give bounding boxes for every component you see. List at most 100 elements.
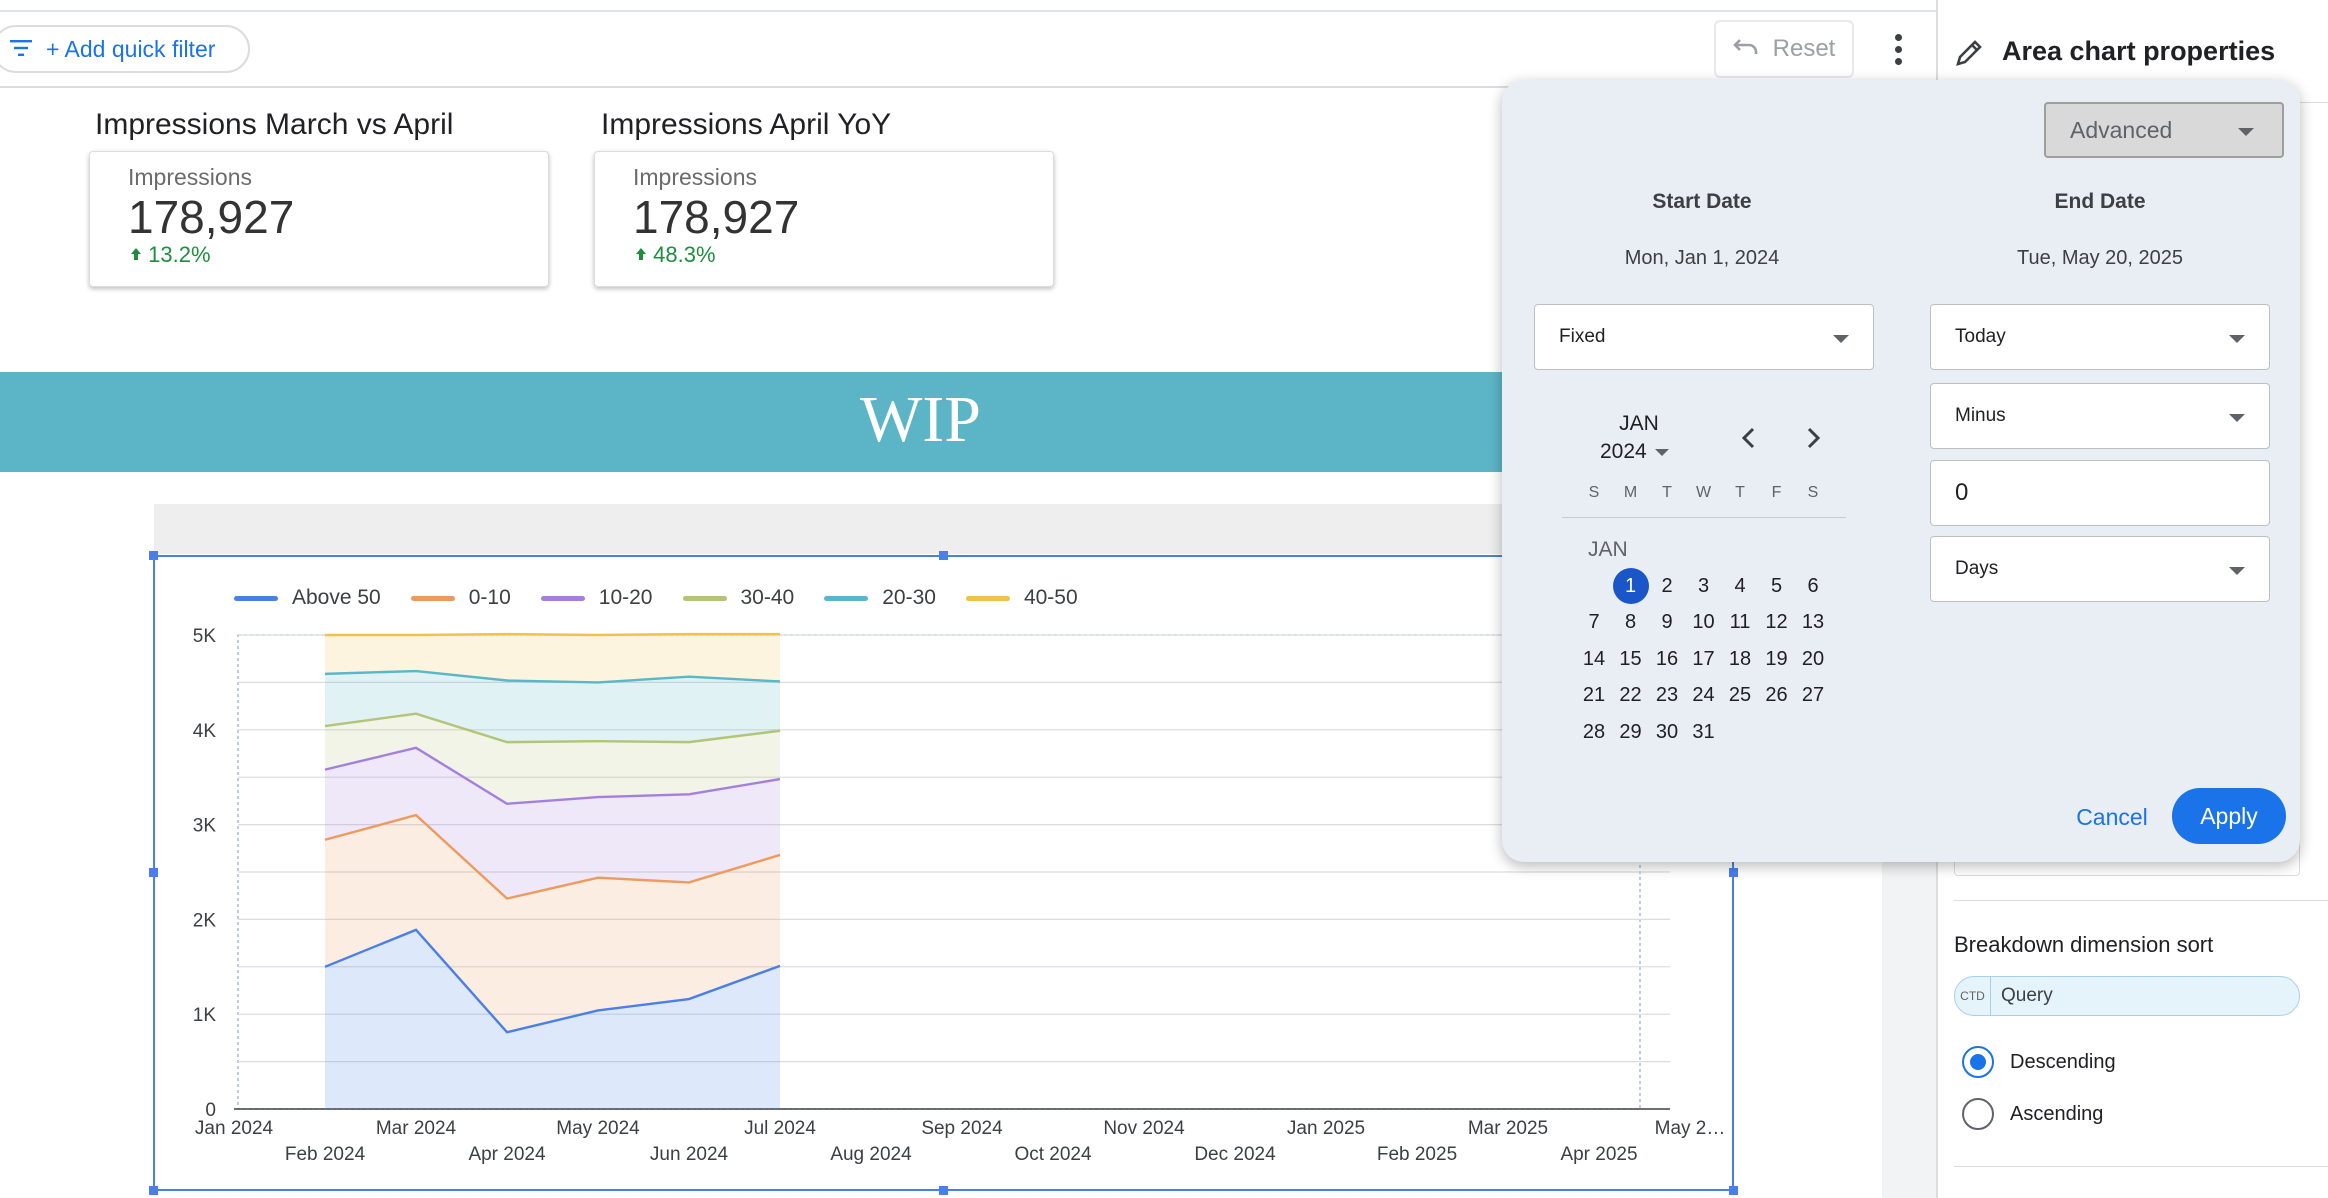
weekday-label: F xyxy=(1771,484,1782,501)
reset-button[interactable]: Reset xyxy=(1714,20,1854,78)
calendar-day[interactable]: 14 xyxy=(1582,647,1606,670)
legend-item[interactable]: 0-10 xyxy=(410,586,511,610)
legend-item[interactable]: Above 50 xyxy=(234,586,381,610)
scorecard[interactable]: Impressions 178,927 48.3% xyxy=(594,151,1054,287)
start-date-type-select[interactable]: Fixed xyxy=(1534,304,1874,370)
weekday-label: M xyxy=(1623,484,1638,501)
legend-swatch xyxy=(965,595,1010,601)
end-date-amount-value: 0 xyxy=(1955,479,1969,506)
x-tick-label: Oct 2024 xyxy=(1014,1144,1092,1165)
calendar-day[interactable]: 11 xyxy=(1729,611,1751,634)
resize-handle[interactable] xyxy=(939,1186,948,1195)
x-tick-label: Jul 2024 xyxy=(744,1118,816,1139)
scorecard-metric-label: Impressions xyxy=(633,164,757,190)
y-tick-label: 0 xyxy=(205,1100,216,1121)
end-date-operator-select[interactable]: Minus xyxy=(1930,383,2270,449)
calendar-day[interactable]: 27 xyxy=(1801,684,1825,707)
calendar-day-selected[interactable]: 1 xyxy=(1612,568,1649,604)
x-tick-label: Apr 2025 xyxy=(1560,1144,1637,1165)
end-date-type-select[interactable]: Today xyxy=(1930,304,2270,370)
end-date-value: Tue, May 20, 2025 xyxy=(2016,247,2184,269)
calendar-day[interactable]: 31 xyxy=(1692,720,1715,743)
weekday-label: S xyxy=(1807,484,1819,501)
calendar-day[interactable]: 29 xyxy=(1619,720,1642,743)
date-mode-dropdown[interactable]: Advanced xyxy=(2044,102,2284,158)
scorecard-delta: 13.2% xyxy=(130,242,211,268)
chevron-left-icon[interactable] xyxy=(1732,421,1766,455)
x-tick-label: Jun 2024 xyxy=(650,1144,729,1165)
apply-button[interactable]: Apply xyxy=(2172,788,2286,844)
chart-legend: Above 50 0-10 10-20 30-40 20-30 40-50 xyxy=(234,586,1078,610)
calendar-day[interactable]: 30 xyxy=(1655,720,1679,743)
y-tick-label: 1K xyxy=(193,1005,217,1026)
legend-item[interactable]: 20-30 xyxy=(824,586,936,610)
calendar-day[interactable]: 17 xyxy=(1692,647,1715,670)
legend-item[interactable]: 10-20 xyxy=(540,586,653,610)
weekday-label: W xyxy=(1695,484,1712,501)
x-tick-label: Jan 2025 xyxy=(1287,1118,1365,1139)
resize-handle[interactable] xyxy=(149,868,158,877)
legend-label: 10-20 xyxy=(598,586,653,609)
wip-banner-text: WIP xyxy=(860,383,981,456)
calendar-day[interactable]: 26 xyxy=(1765,684,1788,707)
top-border xyxy=(0,0,1936,12)
end-date-type-value: Today xyxy=(1955,326,2006,347)
legend-item[interactable]: 30-40 xyxy=(682,586,794,610)
breakdown-dimension-chip[interactable]: CTD Query xyxy=(1954,976,2300,1016)
calendar-day[interactable]: 8 xyxy=(1624,611,1637,634)
y-tick-label: 3K xyxy=(193,816,217,837)
resize-handle[interactable] xyxy=(149,1186,158,1195)
x-tick-label: Aug 2024 xyxy=(830,1144,912,1165)
calendar-day[interactable]: 5 xyxy=(1770,574,1783,597)
calendar-day[interactable]: 4 xyxy=(1734,574,1746,597)
calendar-day[interactable]: 18 xyxy=(1728,647,1752,670)
calendar-day[interactable]: 25 xyxy=(1728,684,1752,707)
calendar-day[interactable]: 24 xyxy=(1692,684,1715,707)
scorecard-title: Impressions April YoY xyxy=(601,108,892,141)
calendar-day[interactable]: 13 xyxy=(1801,611,1825,634)
add-quick-filter-button[interactable]: + Add quick filter xyxy=(0,25,250,73)
end-date-unit-select[interactable]: Days xyxy=(1930,536,2270,602)
legend-item[interactable]: 40-50 xyxy=(965,586,1078,610)
calendar-day[interactable]: 23 xyxy=(1655,684,1679,707)
x-tick-label: Nov 2024 xyxy=(1103,1118,1185,1139)
calendar-day[interactable]: 3 xyxy=(1697,574,1710,597)
calendar-day[interactable]: 28 xyxy=(1582,720,1606,743)
legend-swatch xyxy=(234,595,278,601)
calendar-year-picker[interactable]: 2024 xyxy=(1600,440,1669,464)
sort-ascending-option[interactable]: Ascending xyxy=(1962,1098,2103,1130)
calendar-day[interactable]: 15 xyxy=(1619,647,1642,670)
calendar-day[interactable]: 16 xyxy=(1655,647,1679,670)
sort-option-label: Ascending xyxy=(2010,1102,2104,1125)
more-options-icon[interactable] xyxy=(1880,25,1916,73)
end-date-amount-input[interactable]: 0 xyxy=(1930,460,2270,526)
calendar-day[interactable]: 21 xyxy=(1582,684,1606,707)
calendar-day[interactable]: 6 xyxy=(1807,574,1819,597)
chevron-right-icon[interactable] xyxy=(1796,421,1830,455)
sort-descending-option[interactable]: Descending xyxy=(1962,1046,2116,1078)
y-tick-label: 4K xyxy=(193,721,217,742)
resize-handle[interactable] xyxy=(149,551,158,560)
calendar-day[interactable]: 7 xyxy=(1588,611,1600,634)
calendar-day[interactable]: 10 xyxy=(1692,611,1715,634)
report-toolbar xyxy=(0,12,1936,88)
calendar-day[interactable]: 22 xyxy=(1619,684,1642,707)
scorecard-title: Impressions March vs April xyxy=(95,108,454,141)
calendar-day[interactable]: 2 xyxy=(1661,574,1673,597)
resize-handle[interactable] xyxy=(1729,868,1738,877)
radio-selected-icon[interactable] xyxy=(1962,1046,1994,1078)
scorecard-value: 178,927 xyxy=(633,191,800,243)
cancel-button[interactable]: Cancel xyxy=(2076,803,2148,830)
calendar-day[interactable]: 9 xyxy=(1661,611,1673,634)
resize-handle[interactable] xyxy=(1729,1186,1738,1195)
scorecard-delta: 48.3% xyxy=(635,242,716,268)
caret-down-icon xyxy=(2238,128,2254,136)
resize-handle[interactable] xyxy=(939,551,948,560)
weekday-label: S xyxy=(1588,484,1600,501)
series-line-above-50 xyxy=(324,928,781,1034)
calendar-day[interactable]: 12 xyxy=(1765,611,1788,634)
calendar-day[interactable]: 20 xyxy=(1801,647,1825,670)
radio-unselected-icon[interactable] xyxy=(1962,1098,1994,1130)
calendar-day[interactable]: 19 xyxy=(1765,647,1788,670)
scorecard[interactable]: Impressions 178,927 13.2% xyxy=(89,151,549,287)
